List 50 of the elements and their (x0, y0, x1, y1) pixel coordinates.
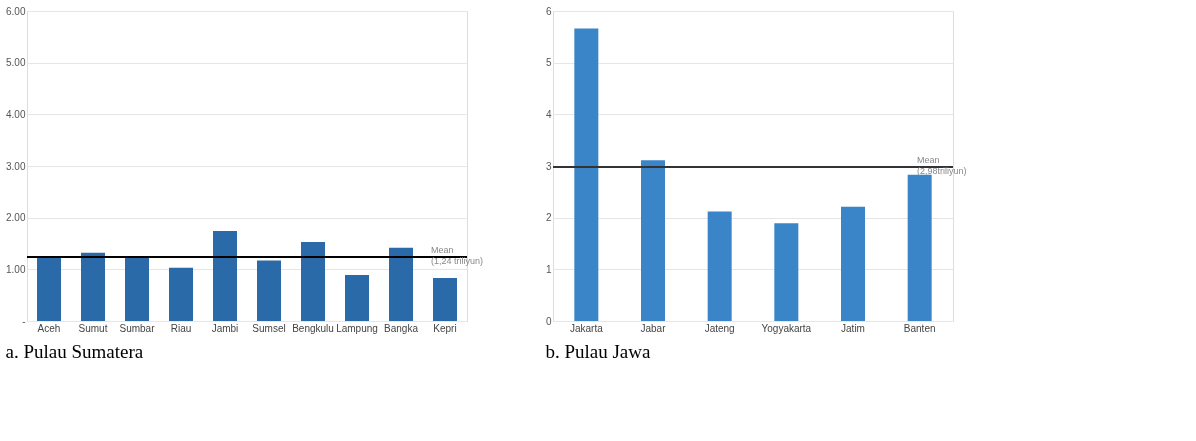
x-tick-label: Jakarta (569, 322, 604, 334)
bar (774, 223, 799, 321)
x-tick-label: Jatim (841, 322, 865, 334)
bar (257, 260, 281, 321)
y-tick-label: 4.00 (6, 108, 26, 120)
y-tick-label: 6 (545, 5, 552, 17)
x-tick-label: Yogyakarta (761, 322, 812, 334)
y-tick-label: 0 (545, 315, 552, 327)
y-tick-label: 3.00 (6, 160, 26, 172)
x-tick-label: Riau (170, 322, 192, 334)
bar (433, 278, 457, 321)
x-tick-label: Jabar (640, 322, 667, 334)
x-tick-label: Jateng (704, 322, 735, 334)
x-tick-label: Jambi (211, 322, 239, 334)
ref-line-label: Mean (1,24 triliyun) (431, 244, 484, 266)
y-tick-label: 2 (545, 212, 552, 224)
text: b. Pulau Jawa (545, 341, 652, 362)
bar (81, 252, 105, 321)
bar (707, 211, 732, 321)
bar (345, 275, 369, 321)
x-tick-label: Sumut (78, 322, 108, 334)
y-tick-label: 5 (545, 57, 552, 69)
bar (641, 160, 665, 321)
x-tick-label: Sumbar (119, 322, 156, 334)
bar (169, 267, 193, 321)
x-tick-label: Sumsel (252, 322, 286, 334)
bar (907, 174, 932, 321)
bar (389, 247, 413, 321)
y-tick-label: 6.00 (6, 5, 26, 17)
bar (841, 206, 865, 321)
y-tick-label: 1.00 (6, 263, 26, 275)
y-tick-label: 5.00 (6, 57, 26, 69)
x-tick-label: Aceh (37, 322, 61, 334)
bar (574, 28, 599, 321)
x-tick-label: Bengkulu (292, 322, 334, 334)
x-tick-label: Banten (903, 322, 936, 334)
ref-line-label: Mean (2,98triliyun) (917, 155, 967, 177)
x-tick-label: Kepri (433, 322, 457, 334)
y-tick-label: 2.00 (6, 212, 26, 224)
bar (213, 231, 237, 321)
y-tick-label: 4 (545, 108, 552, 120)
y-tick-label: 1 (545, 263, 552, 275)
x-tick-label: Lampung (336, 322, 378, 334)
bar (37, 256, 61, 321)
y-tick-label: 3 (545, 160, 552, 172)
bar (125, 256, 149, 321)
bar (301, 241, 325, 321)
y-tick-label: - (22, 315, 26, 327)
x-tick-label: Bangka (384, 322, 419, 334)
text: a. Pulau Sumatera (5, 341, 144, 362)
